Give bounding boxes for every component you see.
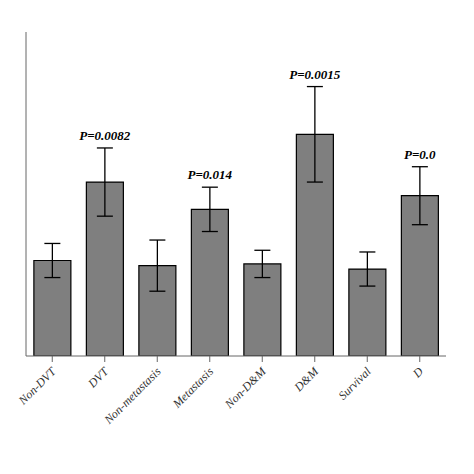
svg-text:P=0.014: P=0.014: [187, 167, 232, 182]
svg-text:D: D: [409, 364, 426, 381]
svg-text:P=0.0: P=0.0: [404, 147, 436, 162]
svg-text:Non-DVT: Non-DVT: [15, 364, 60, 409]
svg-text:Non-D&M: Non-D&M: [221, 364, 269, 412]
svg-text:P=0.0082: P=0.0082: [79, 128, 131, 143]
svg-text:D&M: D&M: [291, 364, 322, 395]
svg-text:Metastasis: Metastasis: [169, 364, 216, 411]
svg-text:P=0.0015: P=0.0015: [289, 67, 341, 82]
svg-text:Non-metastasis: Non-metastasis: [101, 364, 164, 427]
svg-text:DVT: DVT: [84, 364, 112, 392]
svg-text:Survival: Survival: [335, 364, 374, 403]
